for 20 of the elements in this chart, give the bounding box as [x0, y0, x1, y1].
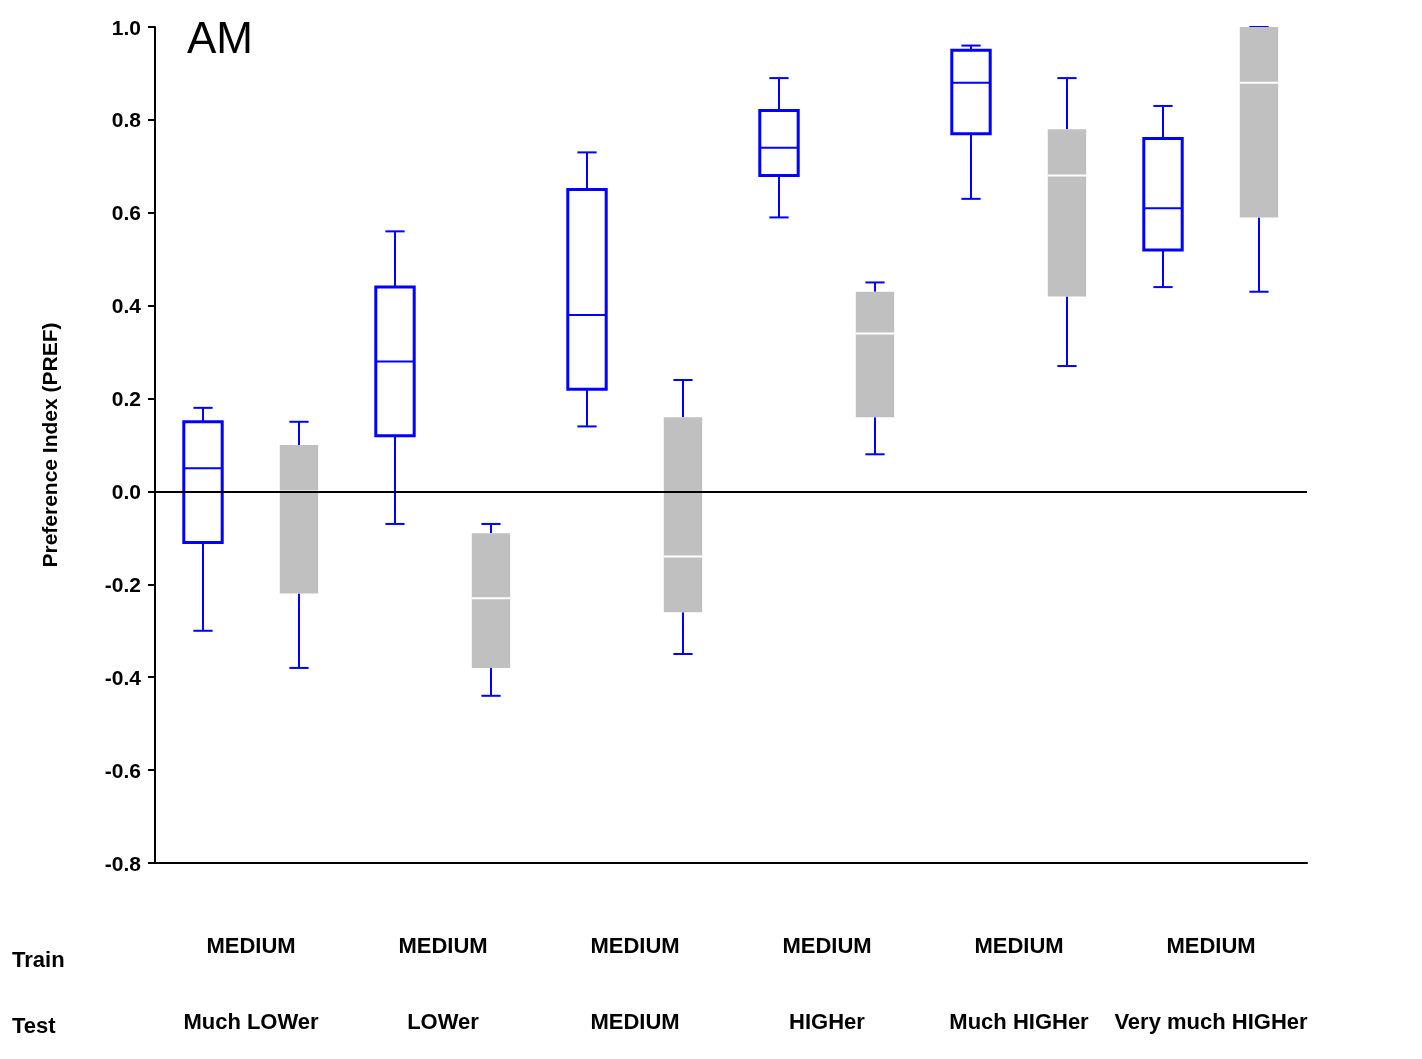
text: Test: [12, 1012, 57, 1038]
chart-title: AM: [187, 12, 253, 62]
y-axis-title: Preference Index (PREF): [38, 322, 61, 568]
y-tick-label: 1.0: [111, 15, 141, 39]
y-tick-label: 0.4: [111, 294, 142, 318]
y-tick-label: 0.6: [111, 201, 141, 225]
y-tick-label: -0.2: [104, 572, 141, 596]
y-tick-label: 0.0: [111, 479, 141, 503]
category-label: MEDIUM Much HIGHer: [949, 932, 1089, 1034]
y-tick-label: -0.4: [104, 665, 142, 689]
category-label: MEDIUM Much LOWer: [183, 932, 319, 1034]
y-tick-label: -0.6: [104, 758, 141, 782]
category-label: MEDIUM Very much HIGHer: [1114, 932, 1308, 1034]
y-tick-label: 0.8: [111, 108, 142, 132]
category-label: MEDIUM LOWer: [398, 932, 488, 1034]
y-tick-label: -0.8: [104, 851, 142, 875]
text: Train: [12, 946, 65, 972]
category-label: MEDIUM MEDIUM: [590, 932, 680, 1034]
category-label: MEDIUM HIGHer: [782, 932, 872, 1034]
y-tick-label: 0.2: [111, 387, 141, 411]
